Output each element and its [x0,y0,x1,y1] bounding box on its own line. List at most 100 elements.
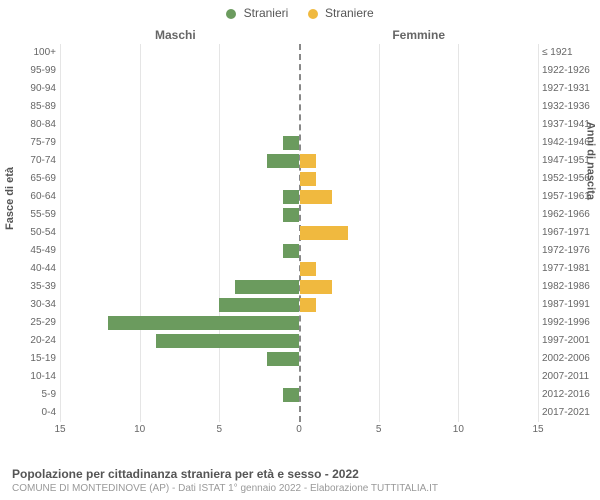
age-label: 85-89 [2,98,56,116]
birth-year-label: ≤ 1921 [542,44,600,62]
age-label: 100+ [2,44,56,62]
x-tick-label: 10 [453,424,464,435]
birth-year-label: 1997-2001 [542,332,600,350]
footer: Popolazione per cittadinanza straniera p… [12,467,588,494]
birth-year-label: 1937-1941 [542,116,600,134]
bar-female [300,226,348,240]
age-label: 60-64 [2,188,56,206]
age-label: 20-24 [2,332,56,350]
chart-row: 30-341987-1991 [60,296,538,314]
age-label: 95-99 [2,62,56,80]
header-female: Femmine [392,28,445,42]
x-tick-label: 15 [532,424,543,435]
chart-row: 10-142007-2011 [60,368,538,386]
age-label: 75-79 [2,134,56,152]
legend-dot-female [308,9,318,19]
birth-year-label: 1982-1986 [542,278,600,296]
birth-year-label: 1992-1996 [542,314,600,332]
x-tick-label: 0 [296,424,302,435]
birth-year-label: 1957-1961 [542,188,600,206]
legend-item-male: Stranieri [226,6,288,20]
bar-female [300,154,316,168]
age-label: 90-94 [2,80,56,98]
chart-row: 100+≤ 1921 [60,44,538,62]
bar-female [300,298,316,312]
bar-male [108,316,299,330]
legend-label-male: Stranieri [244,6,289,20]
chart-row: 55-591962-1966 [60,206,538,224]
bar-male [283,244,299,258]
chart-row: 85-891932-1936 [60,98,538,116]
chart-row: 90-941927-1931 [60,80,538,98]
age-label: 65-69 [2,170,56,188]
chart-row: 60-641957-1961 [60,188,538,206]
chart-row: 95-991922-1926 [60,62,538,80]
birth-year-label: 2017-2021 [542,404,600,422]
bar-male [219,298,299,312]
chart-row: 40-441977-1981 [60,260,538,278]
age-label: 10-14 [2,368,56,386]
x-axis: 15105051015 [60,422,538,442]
chart-row: 20-241997-2001 [60,332,538,350]
birth-year-label: 1947-1951 [542,152,600,170]
age-label: 50-54 [2,224,56,242]
chart-row: 70-741947-1951 [60,152,538,170]
chart-row: 80-841937-1941 [60,116,538,134]
x-tick-label: 10 [134,424,145,435]
birth-year-label: 1932-1936 [542,98,600,116]
chart-row: 25-291992-1996 [60,314,538,332]
birth-year-label: 1962-1966 [542,206,600,224]
chart-container: Stranieri Straniere Maschi Femmine Fasce… [0,0,600,500]
birth-year-label: 1967-1971 [542,224,600,242]
age-label: 0-4 [2,404,56,422]
age-label: 40-44 [2,260,56,278]
legend-item-female: Straniere [308,6,374,20]
x-tick-label: 5 [217,424,223,435]
chart-row: 0-42017-2021 [60,404,538,422]
plot-area: 100+≤ 192195-991922-192690-941927-193185… [60,44,538,442]
birth-year-label: 1942-1946 [542,134,600,152]
birth-year-label: 1922-1926 [542,62,600,80]
bar-female [300,280,332,294]
birth-year-label: 1987-1991 [542,296,600,314]
age-label: 80-84 [2,116,56,134]
birth-year-label: 2002-2006 [542,350,600,368]
age-label: 15-19 [2,350,56,368]
x-tick-label: 5 [376,424,382,435]
birth-year-label: 2007-2011 [542,368,600,386]
bar-male [267,154,299,168]
chart-row: 35-391982-1986 [60,278,538,296]
chart-row: 75-791942-1946 [60,134,538,152]
age-label: 45-49 [2,242,56,260]
age-label: 35-39 [2,278,56,296]
age-label: 5-9 [2,386,56,404]
bar-male [283,388,299,402]
birth-year-label: 1952-1956 [542,170,600,188]
legend: Stranieri Straniere [0,6,600,20]
birth-year-label: 1972-1976 [542,242,600,260]
legend-dot-male [226,9,236,19]
age-label: 30-34 [2,296,56,314]
birth-year-label: 2012-2016 [542,386,600,404]
grid-line [538,44,539,422]
bar-male [283,190,299,204]
chart-row: 65-691952-1956 [60,170,538,188]
age-label: 70-74 [2,152,56,170]
age-label: 25-29 [2,314,56,332]
bar-male [283,208,299,222]
chart-row: 15-192002-2006 [60,350,538,368]
birth-year-label: 1927-1931 [542,80,600,98]
chart-row: 5-92012-2016 [60,386,538,404]
chart-row: 45-491972-1976 [60,242,538,260]
footer-title: Popolazione per cittadinanza straniera p… [12,467,588,481]
bar-male [235,280,299,294]
header-male: Maschi [155,28,196,42]
birth-year-label: 1977-1981 [542,260,600,278]
bar-male [267,352,299,366]
bar-female [300,262,316,276]
chart-row: 50-541967-1971 [60,224,538,242]
bar-female [300,172,316,186]
bar-female [300,190,332,204]
footer-subtitle: COMUNE DI MONTEDINOVE (AP) - Dati ISTAT … [12,483,588,494]
legend-label-female: Straniere [325,6,374,20]
